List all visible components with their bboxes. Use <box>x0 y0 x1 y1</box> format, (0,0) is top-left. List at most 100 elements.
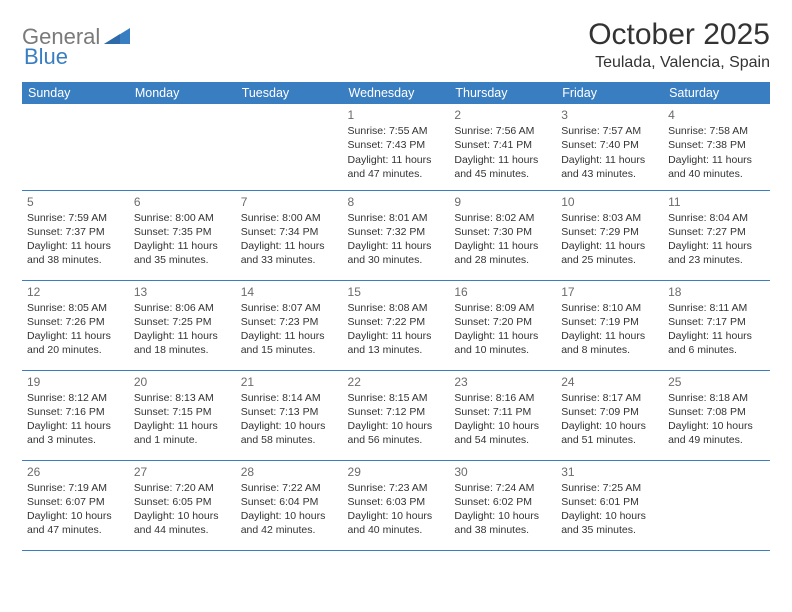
sunset-text: Sunset: 7:19 PM <box>561 315 658 329</box>
sunset-text: Sunset: 6:03 PM <box>348 495 445 509</box>
daylight-text: Daylight: 11 hours and 40 minutes. <box>668 153 765 181</box>
calendar-day: 5Sunrise: 7:59 AMSunset: 7:37 PMDaylight… <box>22 190 129 280</box>
daylight-text: Daylight: 11 hours and 20 minutes. <box>27 329 124 357</box>
calendar-day: 27Sunrise: 7:20 AMSunset: 6:05 PMDayligh… <box>129 460 236 550</box>
day-number: 5 <box>27 194 124 210</box>
calendar-day: 1Sunrise: 7:55 AMSunset: 7:43 PMDaylight… <box>343 104 450 190</box>
daylight-text: Daylight: 10 hours and 58 minutes. <box>241 419 338 447</box>
day-number: 17 <box>561 284 658 300</box>
calendar-day: 10Sunrise: 8:03 AMSunset: 7:29 PMDayligh… <box>556 190 663 280</box>
daylight-text: Daylight: 11 hours and 10 minutes. <box>454 329 551 357</box>
sunrise-text: Sunrise: 8:10 AM <box>561 301 658 315</box>
sunset-text: Sunset: 6:01 PM <box>561 495 658 509</box>
day-number: 8 <box>348 194 445 210</box>
daylight-text: Daylight: 11 hours and 30 minutes. <box>348 239 445 267</box>
day-number: 31 <box>561 464 658 480</box>
sunrise-text: Sunrise: 7:25 AM <box>561 481 658 495</box>
title-block: October 2025 Teulada, Valencia, Spain <box>588 18 770 72</box>
daylight-text: Daylight: 10 hours and 54 minutes. <box>454 419 551 447</box>
calendar-day: 25Sunrise: 8:18 AMSunset: 7:08 PMDayligh… <box>663 370 770 460</box>
day-header: Tuesday <box>236 82 343 104</box>
brand-triangle-icon <box>104 26 130 49</box>
brand-part2: Blue <box>24 44 68 69</box>
calendar-week: 5Sunrise: 7:59 AMSunset: 7:37 PMDaylight… <box>22 190 770 280</box>
day-number: 20 <box>134 374 231 390</box>
calendar-day: 28Sunrise: 7:22 AMSunset: 6:04 PMDayligh… <box>236 460 343 550</box>
sunrise-text: Sunrise: 8:00 AM <box>134 211 231 225</box>
sunrise-text: Sunrise: 7:55 AM <box>348 124 445 138</box>
daylight-text: Daylight: 10 hours and 42 minutes. <box>241 509 338 537</box>
sunrise-text: Sunrise: 8:11 AM <box>668 301 765 315</box>
day-number: 6 <box>134 194 231 210</box>
calendar-empty <box>22 104 129 190</box>
daylight-text: Daylight: 11 hours and 25 minutes. <box>561 239 658 267</box>
daylight-text: Daylight: 10 hours and 51 minutes. <box>561 419 658 447</box>
daylight-text: Daylight: 10 hours and 38 minutes. <box>454 509 551 537</box>
sunrise-text: Sunrise: 8:06 AM <box>134 301 231 315</box>
sunset-text: Sunset: 6:04 PM <box>241 495 338 509</box>
calendar-header-row: SundayMondayTuesdayWednesdayThursdayFrid… <box>22 82 770 104</box>
daylight-text: Daylight: 11 hours and 33 minutes. <box>241 239 338 267</box>
calendar-day: 19Sunrise: 8:12 AMSunset: 7:16 PMDayligh… <box>22 370 129 460</box>
sunrise-text: Sunrise: 8:04 AM <box>668 211 765 225</box>
sunset-text: Sunset: 7:30 PM <box>454 225 551 239</box>
calendar-day: 23Sunrise: 8:16 AMSunset: 7:11 PMDayligh… <box>449 370 556 460</box>
sunrise-text: Sunrise: 7:58 AM <box>668 124 765 138</box>
daylight-text: Daylight: 11 hours and 13 minutes. <box>348 329 445 357</box>
sunset-text: Sunset: 7:37 PM <box>27 225 124 239</box>
day-number: 24 <box>561 374 658 390</box>
sunrise-text: Sunrise: 8:16 AM <box>454 391 551 405</box>
sunrise-text: Sunrise: 8:09 AM <box>454 301 551 315</box>
daylight-text: Daylight: 11 hours and 23 minutes. <box>668 239 765 267</box>
day-number: 15 <box>348 284 445 300</box>
calendar-week: 19Sunrise: 8:12 AMSunset: 7:16 PMDayligh… <box>22 370 770 460</box>
sunset-text: Sunset: 7:13 PM <box>241 405 338 419</box>
day-number: 16 <box>454 284 551 300</box>
daylight-text: Daylight: 11 hours and 47 minutes. <box>348 153 445 181</box>
daylight-text: Daylight: 11 hours and 8 minutes. <box>561 329 658 357</box>
day-number: 29 <box>348 464 445 480</box>
daylight-text: Daylight: 10 hours and 44 minutes. <box>134 509 231 537</box>
daylight-text: Daylight: 11 hours and 3 minutes. <box>27 419 124 447</box>
sunrise-text: Sunrise: 7:20 AM <box>134 481 231 495</box>
sunset-text: Sunset: 7:23 PM <box>241 315 338 329</box>
sunset-text: Sunset: 7:20 PM <box>454 315 551 329</box>
header: General October 2025 Teulada, Valencia, … <box>22 18 770 72</box>
sunset-text: Sunset: 7:32 PM <box>348 225 445 239</box>
calendar-day: 6Sunrise: 8:00 AMSunset: 7:35 PMDaylight… <box>129 190 236 280</box>
daylight-text: Daylight: 10 hours and 49 minutes. <box>668 419 765 447</box>
day-number: 23 <box>454 374 551 390</box>
sunset-text: Sunset: 7:12 PM <box>348 405 445 419</box>
day-number: 28 <box>241 464 338 480</box>
calendar-day: 31Sunrise: 7:25 AMSunset: 6:01 PMDayligh… <box>556 460 663 550</box>
calendar-day: 29Sunrise: 7:23 AMSunset: 6:03 PMDayligh… <box>343 460 450 550</box>
calendar-day: 24Sunrise: 8:17 AMSunset: 7:09 PMDayligh… <box>556 370 663 460</box>
sunset-text: Sunset: 7:09 PM <box>561 405 658 419</box>
calendar-week: 1Sunrise: 7:55 AMSunset: 7:43 PMDaylight… <box>22 104 770 190</box>
sunset-text: Sunset: 7:29 PM <box>561 225 658 239</box>
calendar-day: 11Sunrise: 8:04 AMSunset: 7:27 PMDayligh… <box>663 190 770 280</box>
daylight-text: Daylight: 11 hours and 45 minutes. <box>454 153 551 181</box>
day-number: 12 <box>27 284 124 300</box>
calendar-day: 14Sunrise: 8:07 AMSunset: 7:23 PMDayligh… <box>236 280 343 370</box>
sunrise-text: Sunrise: 7:57 AM <box>561 124 658 138</box>
sunset-text: Sunset: 7:17 PM <box>668 315 765 329</box>
day-header: Saturday <box>663 82 770 104</box>
day-number: 26 <box>27 464 124 480</box>
sunrise-text: Sunrise: 7:23 AM <box>348 481 445 495</box>
sunset-text: Sunset: 7:15 PM <box>134 405 231 419</box>
calendar-page: General October 2025 Teulada, Valencia, … <box>0 0 792 551</box>
calendar-week: 26Sunrise: 7:19 AMSunset: 6:07 PMDayligh… <box>22 460 770 550</box>
sunrise-text: Sunrise: 8:18 AM <box>668 391 765 405</box>
sunset-text: Sunset: 7:38 PM <box>668 138 765 152</box>
calendar-day: 18Sunrise: 8:11 AMSunset: 7:17 PMDayligh… <box>663 280 770 370</box>
day-number: 1 <box>348 107 445 123</box>
calendar-day: 7Sunrise: 8:00 AMSunset: 7:34 PMDaylight… <box>236 190 343 280</box>
sunset-text: Sunset: 7:27 PM <box>668 225 765 239</box>
day-number: 18 <box>668 284 765 300</box>
sunrise-text: Sunrise: 7:24 AM <box>454 481 551 495</box>
day-number: 22 <box>348 374 445 390</box>
day-number: 19 <box>27 374 124 390</box>
daylight-text: Daylight: 11 hours and 35 minutes. <box>134 239 231 267</box>
daylight-text: Daylight: 11 hours and 6 minutes. <box>668 329 765 357</box>
